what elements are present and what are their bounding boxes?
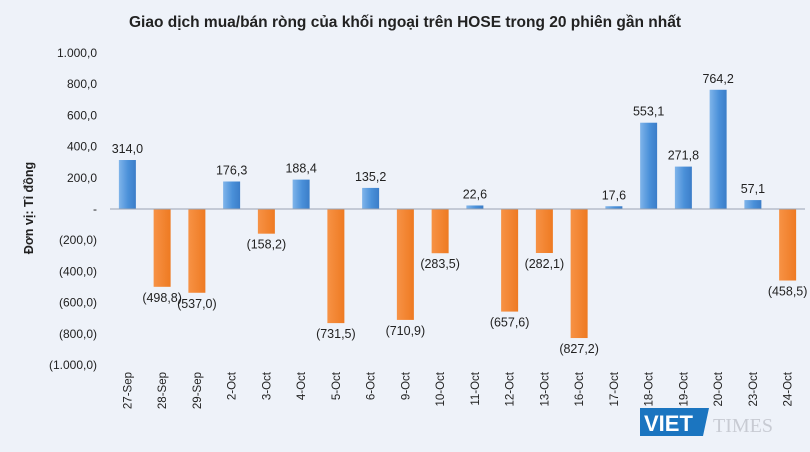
- bar: [709, 89, 727, 209]
- x-tick-label: 18-Oct: [644, 371, 656, 406]
- x-tick-label: 11-Oct: [470, 371, 482, 405]
- data-label: (498,8): [142, 291, 182, 305]
- y-tick-label: 200,0: [67, 171, 97, 185]
- y-tick-label: (800,0): [59, 327, 97, 341]
- y-axis-label: Đơn vị: Tỉ đồng: [22, 162, 36, 254]
- data-label: 764,2: [702, 72, 733, 86]
- bar: [153, 209, 171, 287]
- x-tick-label: 9-Oct: [400, 371, 412, 400]
- y-tick-label: -: [93, 202, 97, 216]
- data-label: (710,9): [386, 324, 426, 338]
- viettimes-logo: VIET TIMES: [640, 408, 773, 437]
- y-tick-label: (1.000,0): [49, 358, 97, 372]
- y-tick-label: (200,0): [59, 233, 97, 247]
- data-label: 553,1: [633, 105, 664, 119]
- x-tick-label: 27-Sep: [122, 372, 134, 409]
- x-tick-label: 2-Oct: [227, 371, 239, 400]
- x-axis-ticks: 27-Sep 28-Sep 29-Sep 2-Oct 3-Oct 4-Oct 5-Oct 6-…: [122, 371, 794, 409]
- x-tick-label: 6-Oct: [366, 371, 378, 400]
- bar: [362, 187, 380, 209]
- data-label: 176,3: [216, 163, 247, 177]
- data-labels: 314,0 (498,8)(537,0) 176,3 (158,2) 188,4 (731…: [112, 72, 808, 356]
- logo-text-times: TIMES: [713, 415, 773, 437]
- x-tick-label: 28-Sep: [157, 372, 169, 409]
- bar: [674, 166, 692, 209]
- x-tick-label: 23-Oct: [748, 371, 760, 406]
- x-tick-label: 24-Oct: [783, 371, 795, 406]
- y-tick-label: 1.000,0: [57, 46, 97, 60]
- data-label: 17,6: [602, 188, 626, 202]
- bars: [118, 89, 797, 339]
- data-label: (158,2): [247, 238, 287, 252]
- y-tick-label: 400,0: [67, 140, 97, 154]
- x-tick-label: 12-Oct: [505, 371, 517, 406]
- y-tick-label: (600,0): [59, 296, 97, 310]
- y-tick-label: 600,0: [67, 108, 97, 122]
- y-axis-ticks: 1.000,0 800,0 600,0 400,0 200,0 - (200,0) (400,…: [49, 46, 97, 372]
- data-label: 314,0: [112, 142, 143, 156]
- bar: [431, 209, 449, 254]
- x-tick-label: 3-Oct: [261, 371, 273, 400]
- data-label: (827,2): [559, 342, 599, 356]
- bar: [744, 200, 762, 209]
- bar: [118, 160, 136, 209]
- x-tick-label: 5-Oct: [331, 371, 343, 400]
- bar: [779, 209, 797, 281]
- bar: [292, 179, 310, 209]
- bar: [257, 209, 275, 234]
- data-label: 135,2: [355, 170, 386, 184]
- bar: [223, 181, 241, 209]
- chart-title: Giao dịch mua/bán ròng của khối ngoại tr…: [129, 14, 681, 31]
- data-label: 188,4: [285, 162, 316, 176]
- bar: [570, 209, 588, 339]
- bar: [501, 209, 519, 312]
- bar: [188, 209, 206, 293]
- logo-text-viet: VIET: [644, 411, 693, 436]
- data-label: (537,0): [177, 297, 217, 311]
- x-tick-label: 16-Oct: [574, 371, 586, 406]
- y-tick-label: (400,0): [59, 264, 97, 278]
- bar: [327, 209, 345, 324]
- bar: [396, 209, 414, 320]
- data-label: (458,5): [768, 285, 808, 299]
- x-tick-label: 20-Oct: [713, 371, 725, 406]
- x-tick-label: 10-Oct: [435, 371, 447, 406]
- x-tick-label: 19-Oct: [678, 371, 690, 406]
- x-tick-label: 29-Sep: [192, 372, 204, 409]
- x-tick-label: 13-Oct: [539, 371, 551, 406]
- bar: [535, 209, 553, 254]
- data-label: 57,1: [741, 182, 765, 196]
- y-tick-label: 800,0: [67, 77, 97, 91]
- x-tick-label: 17-Oct: [609, 371, 621, 406]
- bar: [605, 206, 623, 209]
- data-label: (657,6): [490, 316, 530, 330]
- data-label: 22,6: [463, 187, 487, 201]
- data-label: (282,1): [525, 257, 565, 271]
- bar: [466, 205, 484, 209]
- data-label: (283,5): [420, 257, 460, 271]
- data-label: 271,8: [668, 149, 699, 163]
- x-tick-label: 4-Oct: [296, 371, 308, 400]
- data-label: (731,5): [316, 327, 356, 341]
- bar: [640, 122, 658, 209]
